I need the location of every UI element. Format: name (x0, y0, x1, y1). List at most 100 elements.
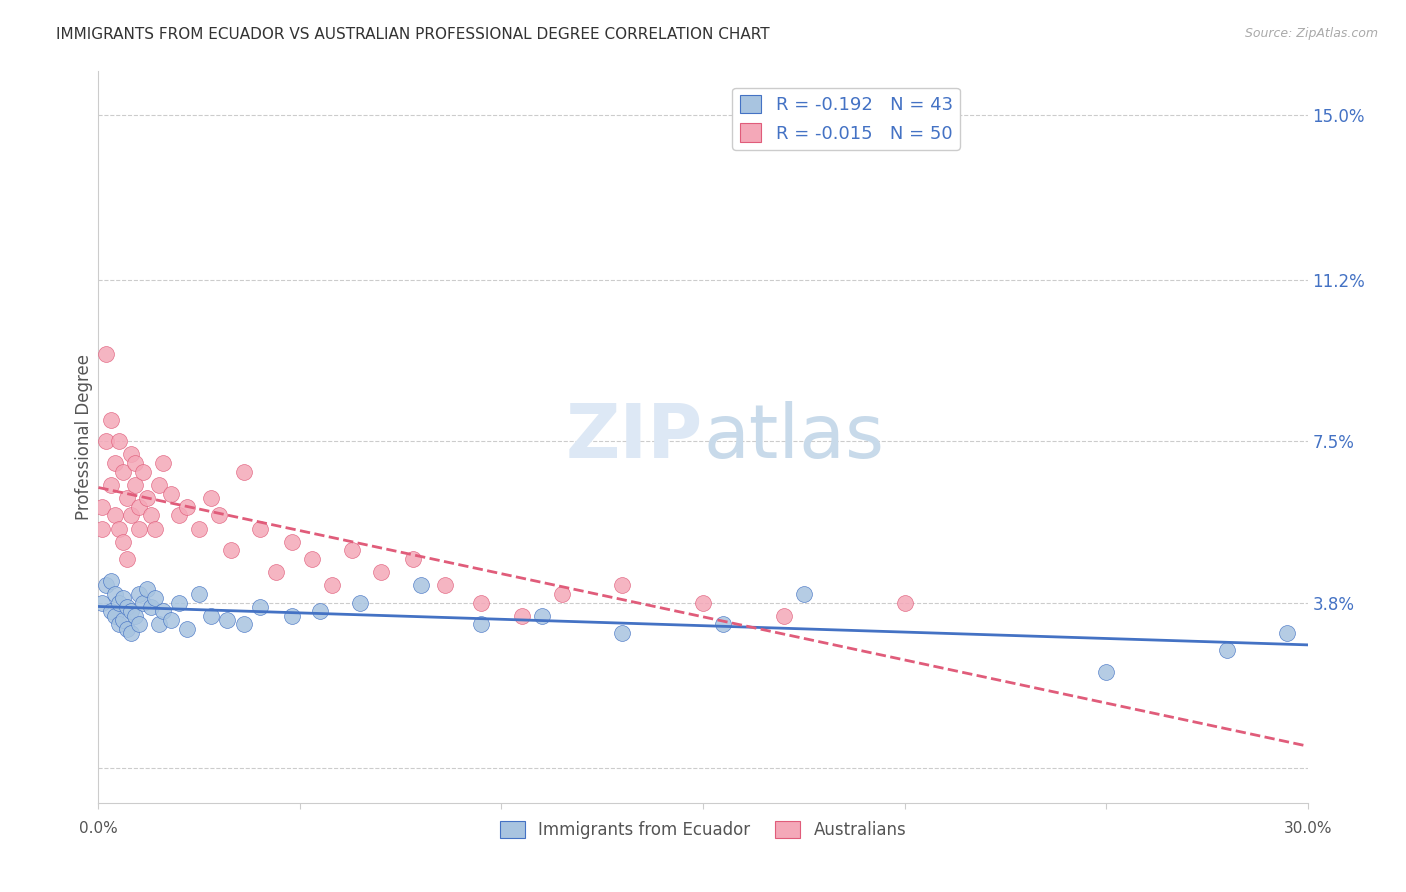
Point (409, 578, 432, 592)
Point (249, 599, 271, 614)
Point (301, 552, 323, 566)
Legend: Immigrants from Ecuador, Australians: Immigrants from Ecuador, Australians (494, 814, 912, 846)
Point (176, 622, 198, 636)
Point (349, 595, 371, 609)
Point (120, 604, 142, 618)
Text: 0.0%: 0.0% (79, 822, 118, 837)
Point (103, 508, 125, 523)
Point (281, 534, 304, 549)
Point (143, 521, 166, 535)
Point (132, 595, 155, 609)
Point (772, 608, 794, 623)
Point (148, 478, 170, 492)
Point (612, 578, 634, 592)
Point (309, 604, 332, 618)
Point (208, 508, 231, 523)
Point (167, 508, 190, 523)
Point (135, 582, 157, 597)
Point (124, 608, 146, 623)
Point (111, 534, 134, 549)
Text: 30.0%: 30.0% (1284, 822, 1331, 837)
Point (160, 613, 183, 627)
Point (115, 622, 138, 636)
Point (692, 595, 714, 609)
Point (115, 599, 138, 614)
Point (103, 456, 125, 470)
Point (128, 500, 150, 514)
Point (139, 599, 162, 614)
Point (91, 521, 114, 535)
Point (188, 587, 211, 601)
Point (342, 543, 364, 558)
Point (1216, 643, 1239, 657)
Point (103, 608, 125, 623)
Point (115, 552, 138, 566)
Point (200, 491, 222, 505)
Point (1277, 626, 1299, 640)
Point (96, 578, 118, 592)
Point (200, 608, 222, 623)
Point (152, 456, 174, 470)
Point (124, 456, 146, 470)
Point (793, 587, 815, 601)
Point (152, 604, 174, 618)
Point (120, 448, 142, 462)
Point (100, 574, 122, 588)
Point (124, 478, 146, 492)
Point (370, 565, 392, 579)
Point (107, 617, 129, 632)
Point (91, 595, 114, 609)
Point (100, 412, 122, 426)
Point (551, 587, 574, 601)
Point (143, 591, 166, 606)
Point (100, 478, 122, 492)
Point (612, 626, 634, 640)
Point (510, 608, 533, 623)
Point (135, 491, 157, 505)
Point (96, 434, 118, 449)
Point (128, 617, 150, 632)
Point (107, 434, 129, 449)
Point (893, 595, 915, 609)
Point (281, 608, 304, 623)
Point (107, 521, 129, 535)
Point (1095, 665, 1118, 680)
Point (103, 587, 125, 601)
Text: IMMIGRANTS FROM ECUADOR VS AUSTRALIAN PROFESSIONAL DEGREE CORRELATION CHART: IMMIGRANTS FROM ECUADOR VS AUSTRALIAN PR… (56, 27, 770, 42)
Point (232, 465, 254, 479)
Point (96, 347, 118, 361)
Point (139, 508, 162, 523)
Point (221, 543, 243, 558)
Point (264, 565, 287, 579)
Point (132, 465, 155, 479)
Text: atlas: atlas (703, 401, 884, 474)
Point (321, 578, 343, 592)
Point (148, 617, 170, 632)
Point (115, 491, 138, 505)
Point (402, 552, 425, 566)
Point (176, 500, 198, 514)
Point (111, 465, 134, 479)
Point (470, 617, 492, 632)
Point (530, 608, 553, 623)
Point (160, 486, 183, 500)
Point (217, 613, 239, 627)
Point (120, 626, 142, 640)
Text: Source: ZipAtlas.com: Source: ZipAtlas.com (1244, 27, 1378, 40)
Point (470, 595, 492, 609)
Point (249, 521, 271, 535)
Point (128, 521, 150, 535)
Point (100, 604, 122, 618)
Point (711, 617, 734, 632)
Point (111, 613, 134, 627)
Y-axis label: Professional Degree: Professional Degree (75, 354, 93, 520)
Point (128, 587, 150, 601)
Point (188, 521, 211, 535)
Point (111, 591, 134, 606)
Point (232, 617, 254, 632)
Point (167, 595, 190, 609)
Point (434, 578, 457, 592)
Point (91, 500, 114, 514)
Point (120, 508, 142, 523)
Text: ZIP: ZIP (565, 401, 703, 474)
